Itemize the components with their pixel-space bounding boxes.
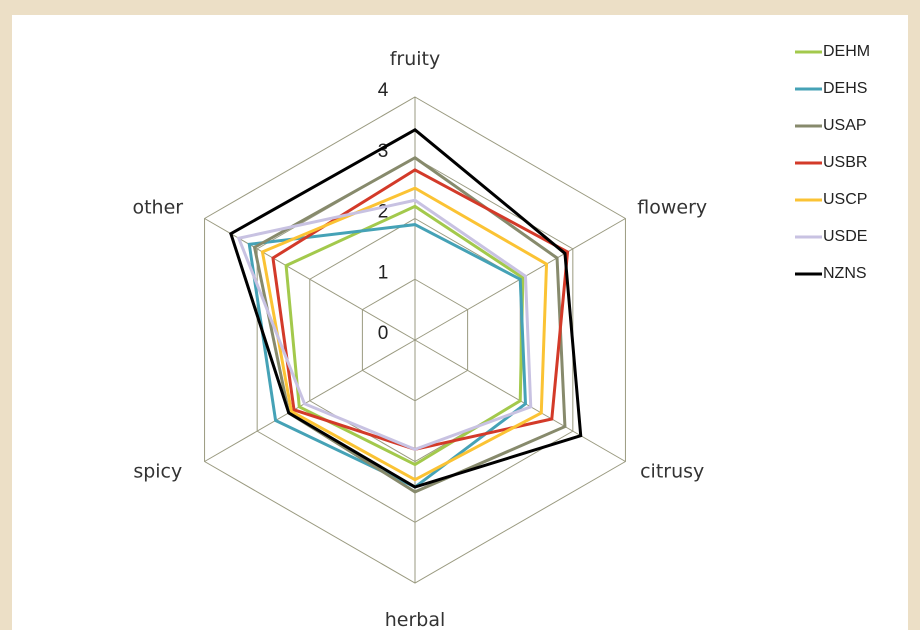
category-label: flowery	[637, 197, 707, 219]
series-line	[252, 155, 567, 494]
legend-label: USAP	[823, 117, 867, 134]
legend-label: NZNS	[823, 265, 867, 282]
category-label: other	[132, 197, 183, 219]
category-label: herbal	[385, 609, 446, 630]
tick-label: 4	[378, 80, 389, 101]
legend-label: USDE	[823, 228, 867, 245]
category-label: citrusy	[640, 461, 704, 483]
legend-label: USBR	[823, 154, 867, 171]
legend-label: USCP	[823, 191, 867, 208]
series-line	[260, 186, 549, 482]
tick-label: 1	[378, 262, 389, 283]
category-label: spicy	[133, 461, 182, 483]
tick-label: 0	[378, 323, 389, 344]
tick-label: 2	[378, 202, 389, 223]
spoke	[204, 339, 416, 462]
tick-label: 3	[378, 141, 389, 162]
series-line	[236, 198, 533, 451]
legend-label: DEHM	[823, 43, 870, 60]
plot-panel	[12, 15, 908, 630]
series-line	[284, 204, 525, 467]
category-label: fruity	[390, 48, 441, 70]
legend-label: DEHS	[823, 80, 867, 97]
series-line	[229, 127, 583, 489]
